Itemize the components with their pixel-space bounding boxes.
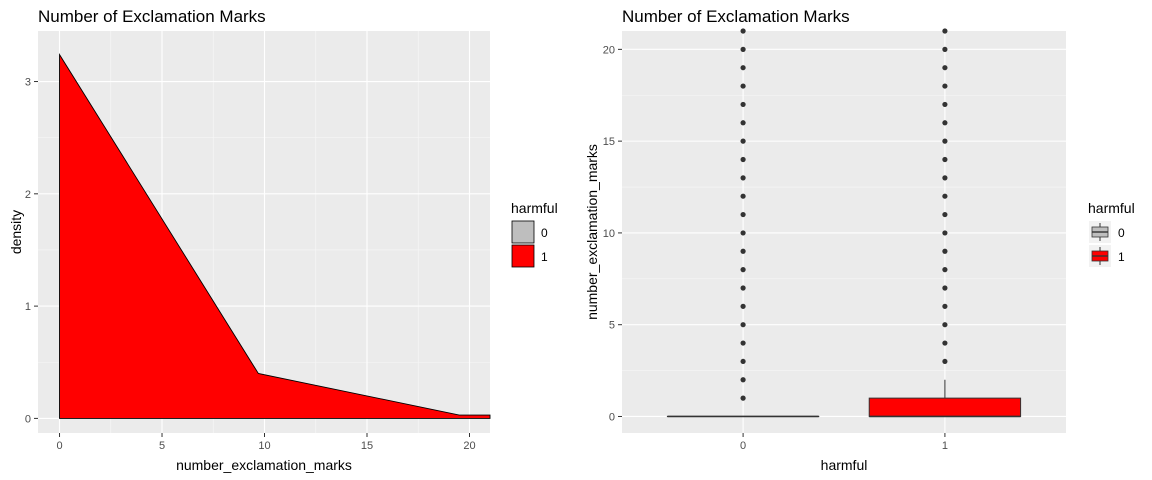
- boxplot-outlier-point: [942, 230, 948, 236]
- boxplot-outlier-point: [942, 83, 948, 89]
- boxplot-outlier-point: [740, 83, 746, 89]
- density-y-tick-label: 0: [25, 413, 31, 425]
- boxplot-y-tick-label: 20: [603, 44, 615, 56]
- boxplot-outlier-point: [942, 156, 948, 163]
- boxplot-outlier-point: [942, 340, 948, 346]
- boxplot-outlier-point: [942, 322, 948, 328]
- boxplot-outlier-point: [740, 65, 746, 71]
- boxplot-box-group-1: [868, 28, 1022, 418]
- boxplot-outlier-point: [740, 395, 746, 401]
- boxplot-outlier-point: [740, 267, 746, 273]
- boxplot-y-tick-label: 10: [603, 228, 615, 240]
- density-area-layer: [59, 53, 491, 419]
- boxplot-panel-background: [622, 31, 1066, 433]
- boxplot-outlier-point: [740, 358, 746, 365]
- density-y-axis-title: density: [8, 210, 24, 254]
- density-x-tick-label: 5: [159, 440, 165, 452]
- boxplot-box-layer: [666, 28, 1022, 418]
- density-y-tick-label: 1: [25, 301, 31, 313]
- density-legend-key-0: [511, 220, 535, 244]
- density-x-tick-label: 20: [463, 440, 475, 452]
- boxplot-y-tick-label: 15: [603, 136, 615, 148]
- boxplot-outlier-point: [942, 175, 948, 181]
- density-y-axis: 0 1 2 3: [25, 77, 38, 425]
- density-x-tick-label: 10: [258, 440, 270, 452]
- boxplot-chart-title: Number of Exclamation Marks: [622, 7, 850, 26]
- density-legend-label-1: 1: [541, 250, 548, 264]
- boxplot-minor-gridlines: [622, 94, 1066, 371]
- density-legend-item-1: 1: [511, 244, 548, 268]
- boxplot-y-axis: 0 5 10 15 20: [603, 44, 622, 423]
- boxplot-outlier-point: [942, 285, 948, 291]
- boxplot-outlier-point: [942, 46, 948, 52]
- boxplot-outlier-point: [942, 28, 948, 34]
- boxplot-outlier-point: [740, 340, 746, 346]
- boxplot-legend-title: harmful: [1088, 200, 1135, 216]
- boxplot-outlier-point: [942, 65, 948, 71]
- density-area-series-1: [59, 53, 491, 419]
- boxplot-outlier-point: [740, 101, 746, 108]
- boxplot-y-tick-label: 0: [609, 411, 615, 423]
- boxplot-outlier-point: [942, 101, 948, 108]
- density-legend-key-1: [511, 244, 535, 268]
- boxplot-outlier-point: [942, 248, 948, 254]
- boxplot-legend-label-1: 1: [1118, 250, 1125, 264]
- boxplot-outlier-point: [740, 303, 746, 309]
- density-x-tick-label: 15: [361, 440, 373, 452]
- boxplot-x-axis-title: harmful: [821, 457, 868, 473]
- density-y-tick-label: 2: [25, 189, 31, 201]
- density-x-tick-label: 0: [56, 440, 62, 452]
- density-legend-label-0: 0: [541, 226, 548, 240]
- boxplot-outlier-point: [740, 322, 746, 328]
- boxplot-outlier-point: [942, 267, 948, 273]
- density-legend: harmful 0 1: [511, 200, 558, 268]
- boxplot-legend: harmful 0 1: [1088, 200, 1135, 267]
- boxplot-outlier-point: [942, 193, 948, 199]
- boxplot-outlier-point: [740, 175, 746, 181]
- density-legend-item-0: 0: [511, 220, 548, 244]
- boxplot-outlier-point: [740, 230, 746, 236]
- boxplot-outlier-point: [740, 46, 746, 52]
- density-y-tick-label: 3: [25, 77, 31, 89]
- density-legend-title: harmful: [511, 200, 558, 216]
- boxplot-outlier-point: [740, 285, 746, 291]
- boxplot-legend-label-0: 0: [1118, 226, 1125, 240]
- boxplot-outlier-point: [942, 358, 948, 365]
- boxplot-outlier-point: [740, 377, 746, 383]
- boxplot-box-group-0: [666, 28, 820, 418]
- boxplot-x-tick-label: 1: [942, 440, 948, 452]
- boxplot-x-tick-label: 0: [740, 440, 746, 452]
- boxplot-outlier-point: [740, 248, 746, 254]
- boxplot-outlier-point: [942, 120, 948, 126]
- boxplot-outlier-point: [740, 28, 746, 34]
- boxplot-y-tick-label: 5: [609, 320, 615, 332]
- density-x-axis: 0 5 10 15 20: [56, 433, 476, 452]
- boxplot-outlier-point: [740, 156, 746, 163]
- density-x-axis-title: number_exclamation_marks: [176, 457, 352, 473]
- boxplot-outlier-point: [740, 211, 746, 218]
- boxplot-outlier-point: [740, 193, 746, 199]
- boxplot-y-axis-title: number_exclamation_marks: [584, 144, 600, 320]
- boxplot-outlier-point: [942, 211, 948, 218]
- density-chart-title: Number of Exclamation Marks: [38, 7, 266, 26]
- boxplot-box: [868, 397, 1022, 417]
- boxplot-outlier-point: [942, 138, 948, 144]
- boxplot-legend-item-1: 1: [1089, 245, 1125, 267]
- boxplot-outlier-point: [942, 303, 948, 309]
- boxplot-outlier-point: [740, 138, 746, 144]
- boxplot-legend-item-0: 0: [1089, 221, 1125, 243]
- boxplot-outlier-point: [740, 120, 746, 126]
